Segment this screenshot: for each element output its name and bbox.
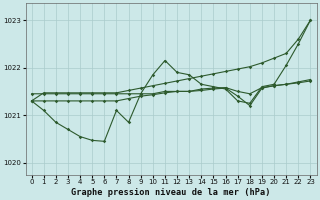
X-axis label: Graphe pression niveau de la mer (hPa): Graphe pression niveau de la mer (hPa) bbox=[71, 188, 271, 197]
